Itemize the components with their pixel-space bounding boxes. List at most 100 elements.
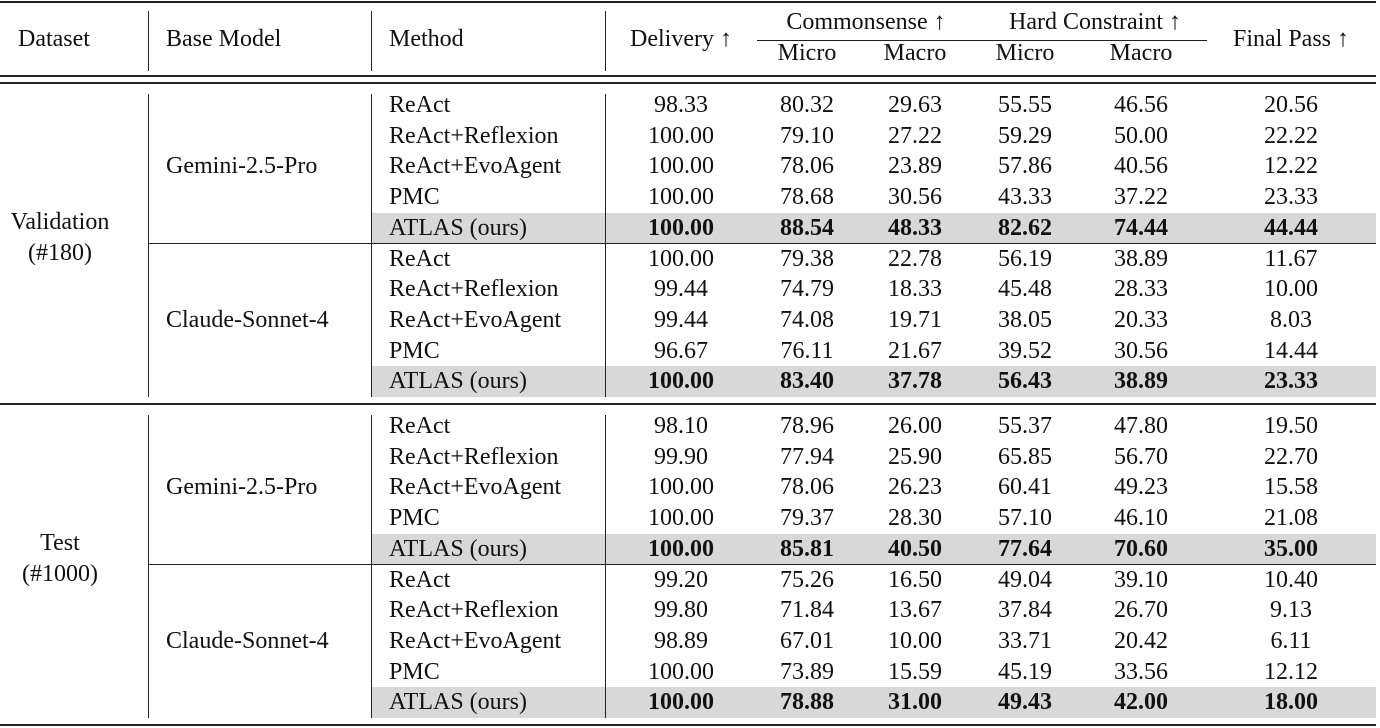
method-label: ReAct+Reflexion — [389, 443, 559, 470]
value-cell: 76.11 — [780, 337, 834, 364]
dataset-label: Validation — [10, 208, 110, 235]
value-cell: 39.10 — [1114, 566, 1168, 593]
value-cell: 100.00 — [648, 245, 714, 272]
method-label: ATLAS (ours) — [389, 214, 527, 241]
value-cell: 20.56 — [1264, 92, 1318, 118]
header-base-model: Base Model — [166, 26, 282, 52]
value-cell: 99.90 — [654, 443, 708, 470]
value-cell: 14.44 — [1264, 337, 1318, 364]
header-vline-2 — [371, 11, 372, 71]
value-cell: 98.33 — [654, 92, 708, 118]
value-cell: 74.79 — [780, 276, 834, 303]
highlight-vline — [605, 212, 606, 244]
value-cell: 49.23 — [1114, 474, 1168, 501]
value-cell: 37.84 — [998, 597, 1052, 624]
body-vline-2 — [371, 94, 372, 244]
value-cell: 40.50 — [888, 535, 942, 562]
method-label: ReAct+Reflexion — [389, 122, 559, 149]
header-hard-constraint: Hard Constraint ↑ — [1009, 9, 1181, 35]
value-cell: 22.78 — [888, 245, 942, 272]
method-label: ATLAS (ours) — [389, 689, 527, 716]
value-cell: 77.64 — [998, 535, 1052, 562]
value-cell: 56.19 — [998, 245, 1052, 272]
value-cell: 79.10 — [780, 122, 834, 149]
value-cell: 19.50 — [1264, 413, 1318, 439]
value-cell: 74.08 — [780, 306, 834, 333]
value-cell: 23.89 — [888, 153, 942, 180]
value-cell: 74.44 — [1114, 214, 1168, 241]
highlight-row-bg — [372, 533, 1376, 565]
value-cell: 46.10 — [1114, 505, 1168, 532]
body-vline-3 — [605, 564, 606, 718]
value-cell: 78.96 — [780, 413, 834, 439]
header-method: Method — [389, 26, 464, 52]
model-group-rule — [148, 563, 1376, 565]
base-model-label: Gemini-2.5-Pro — [166, 474, 318, 501]
header-delivery: Delivery ↑ — [630, 26, 732, 52]
value-cell: 29.63 — [888, 92, 942, 118]
value-cell: 25.90 — [888, 443, 942, 470]
value-cell: 20.33 — [1114, 306, 1168, 333]
value-cell: 100.00 — [648, 535, 714, 562]
value-cell: 57.86 — [998, 153, 1052, 180]
value-cell: 49.04 — [998, 566, 1052, 593]
body-vline-1 — [148, 94, 149, 244]
value-cell: 21.08 — [1264, 505, 1318, 532]
value-cell: 80.32 — [780, 92, 834, 118]
method-label: PMC — [389, 184, 440, 211]
value-cell: 6.11 — [1270, 627, 1312, 654]
method-label: PMC — [389, 505, 440, 532]
base-model-label: Gemini-2.5-Pro — [166, 153, 318, 180]
value-cell: 100.00 — [648, 689, 714, 716]
value-cell: 19.71 — [888, 306, 942, 333]
value-cell: 73.89 — [780, 658, 834, 685]
value-cell: 85.81 — [780, 535, 834, 562]
value-cell: 98.89 — [654, 627, 708, 654]
value-cell: 8.03 — [1270, 306, 1312, 333]
value-cell: 55.37 — [998, 413, 1052, 439]
value-cell: 99.44 — [654, 276, 708, 303]
value-cell: 100.00 — [648, 505, 714, 532]
value-cell: 38.89 — [1114, 245, 1168, 272]
method-label: ATLAS (ours) — [389, 368, 527, 395]
value-cell: 78.06 — [780, 474, 834, 501]
value-cell: 28.30 — [888, 505, 942, 532]
value-cell: 82.62 — [998, 214, 1052, 241]
method-label: ReAct — [389, 245, 451, 272]
value-cell: 79.38 — [780, 245, 834, 272]
value-cell: 33.56 — [1114, 658, 1168, 685]
value-cell: 46.56 — [1114, 92, 1168, 118]
value-cell: 100.00 — [648, 368, 714, 395]
value-cell: 22.70 — [1264, 443, 1318, 470]
value-cell: 44.44 — [1264, 214, 1318, 241]
value-cell: 18.00 — [1264, 689, 1318, 716]
value-cell: 99.80 — [654, 597, 708, 624]
value-cell: 10.00 — [888, 627, 942, 654]
value-cell: 26.23 — [888, 474, 942, 501]
value-cell: 30.56 — [1114, 337, 1168, 364]
value-cell: 40.56 — [1114, 153, 1168, 180]
body-vline-3 — [605, 243, 606, 397]
header-cs-macro: Macro — [883, 40, 947, 66]
value-cell: 23.33 — [1264, 368, 1318, 395]
value-cell: 15.58 — [1264, 474, 1318, 501]
header-vline-3 — [605, 11, 606, 71]
header-hc-macro: Macro — [1109, 40, 1173, 66]
header-dataset: Dataset — [18, 26, 90, 52]
value-cell: 60.41 — [998, 474, 1052, 501]
value-cell: 100.00 — [648, 122, 714, 149]
method-label: ReAct — [389, 413, 451, 439]
method-label: ReAct — [389, 566, 451, 593]
header-hc-micro: Micro — [995, 40, 1055, 66]
value-cell: 35.00 — [1264, 535, 1318, 562]
value-cell: 48.33 — [888, 214, 942, 241]
value-cell: 30.56 — [888, 184, 942, 211]
value-cell: 43.33 — [998, 184, 1052, 211]
body-vline-2 — [371, 564, 372, 718]
body-vline-1 — [148, 564, 149, 718]
model-group-rule — [148, 242, 1376, 244]
header-rule-2 — [0, 82, 1376, 84]
body-vline-1 — [148, 415, 149, 565]
section-rule — [0, 403, 1376, 405]
value-cell: 26.70 — [1114, 597, 1168, 624]
